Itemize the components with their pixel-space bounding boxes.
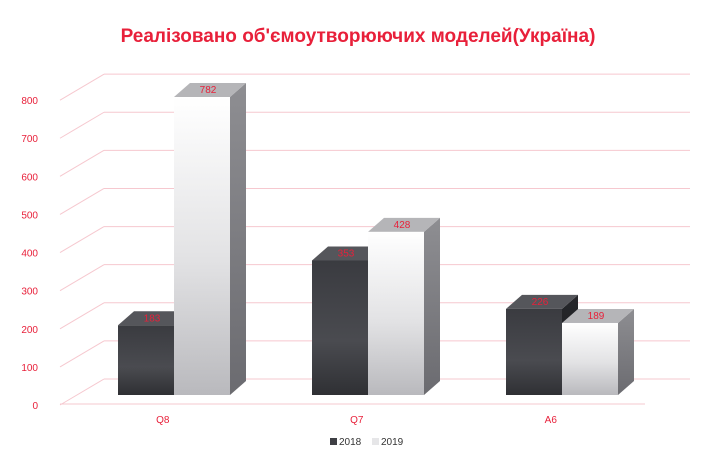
data-label: 226 [532,297,549,308]
legend: 2018 2019 [330,437,404,448]
grid-line-diag [59,111,105,139]
y-tick-label: 500 [21,210,38,221]
y-tick-label: 200 [21,325,38,336]
bar-front [312,260,368,395]
y-tick-label: 700 [21,134,38,145]
x-tick-label: A6 [545,415,558,426]
grid-line-diag [59,340,105,368]
y-tick-label: 600 [21,172,38,183]
legend-label: 2018 [339,437,362,448]
data-labels: 183 782 353 428 226 189 [144,85,605,324]
grid-line-diag [59,188,105,215]
bars [118,83,634,395]
bar-front [368,231,424,395]
bar-front [174,97,230,395]
y-tick-label: 300 [21,287,38,298]
bar-front [562,322,618,395]
y-axis: 0 100 200 300 400 500 600 700 800 [21,96,38,412]
grid-line-diag [59,226,105,254]
bar-top [562,308,634,323]
data-label: 782 [200,85,217,96]
legend-swatch [372,438,379,445]
bar-side [424,217,440,395]
y-tick-label: 800 [21,96,38,107]
bar-top [506,294,578,309]
grid-line-diag [59,264,105,292]
bar-Q7-2019 [368,217,440,395]
bar-side [618,308,634,395]
x-axis: Q8 Q7 A6 [156,415,557,426]
bar-top [174,83,246,97]
y-tick-label: 0 [32,401,38,412]
grid-line-diag [59,149,105,177]
bar-A6-2019 [562,308,634,395]
data-label: 183 [144,313,161,324]
data-label: 353 [338,248,355,259]
legend-swatch [330,438,337,445]
y-tick-label: 400 [21,249,38,260]
bar-side [230,83,246,395]
grid-line-diag [59,302,105,330]
chart-title: Реалізовано об'ємоутворюючих моделей(Укр… [120,26,596,47]
data-label: 428 [394,220,411,231]
bar-Q8-2019 [174,83,246,395]
x-tick-label: Q8 [156,415,170,426]
y-tick-label: 100 [21,363,38,374]
x-tick-label: Q7 [350,415,364,426]
bar-top [368,217,440,232]
bar-top [118,311,190,326]
bar-top [312,246,384,261]
data-label: 189 [588,311,605,322]
bar-front [506,308,562,395]
grid-line-diag [59,73,105,101]
bar-front [118,325,174,395]
legend-label: 2019 [381,437,404,448]
grid-line-diag [59,378,105,406]
